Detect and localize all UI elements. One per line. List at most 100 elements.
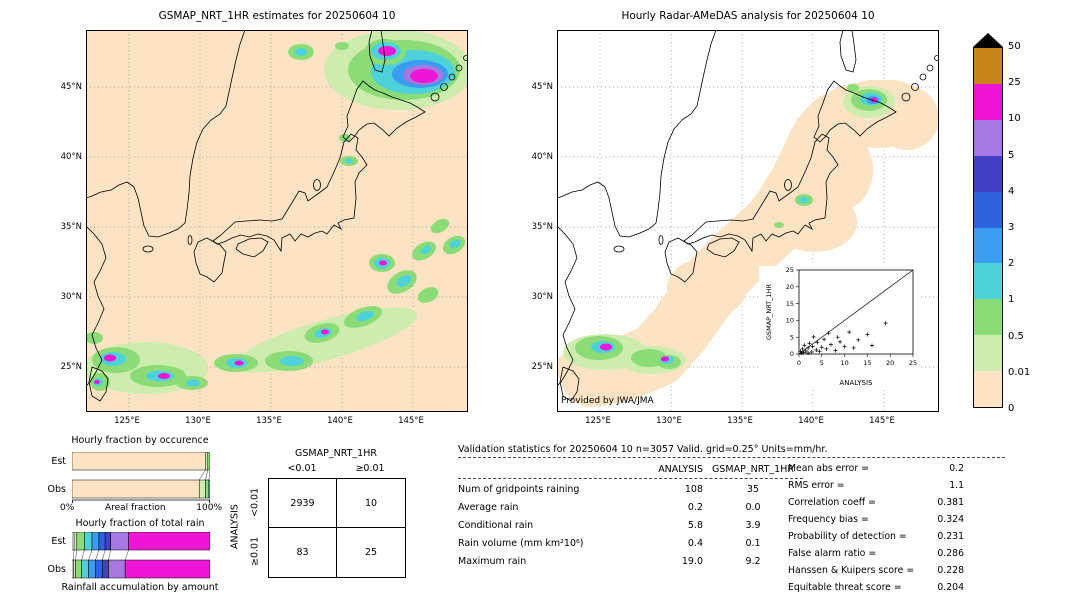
- bar-segment: [104, 532, 111, 551]
- left-map-precipitation: [86, 30, 468, 394]
- score-label: False alarm ratio =: [788, 548, 877, 559]
- colorbar-label: 2: [1008, 258, 1015, 270]
- scatter-point: [806, 350, 811, 355]
- scatter-point: [824, 346, 829, 351]
- lon-tick: 135°E: [256, 416, 282, 426]
- right-map-frame: [557, 30, 939, 412]
- stats-analysis-value: 19.0: [681, 556, 703, 567]
- scatter-point: [865, 332, 870, 337]
- lat-tick: 30°N: [531, 292, 553, 302]
- bar-connector: [102, 549, 106, 561]
- score-row: False alarm ratio = 0.286: [788, 545, 964, 562]
- scatter-point: [826, 331, 831, 336]
- left-map: [86, 30, 468, 412]
- colorbar-label: 25: [1008, 77, 1021, 89]
- occurrence-bars: [72, 452, 210, 503]
- axis-max-label: 100%: [196, 503, 222, 513]
- bar-segment: [205, 452, 209, 471]
- inset-y-tick-label: 20: [786, 283, 794, 291]
- left-map-lat-axis: 45°N 40°N 35°N 30°N 25°N: [44, 82, 82, 372]
- score-value: 0.381: [937, 497, 964, 508]
- inset-x-tick-label: 5: [820, 359, 824, 367]
- lon-tick: 130°E: [185, 416, 211, 426]
- inset-ylabel: GSMAP_NRT_1HR: [765, 283, 773, 340]
- stats-col-header: GSMAP_NRT_1HR: [712, 464, 794, 475]
- inset-y-tick-label: 5: [790, 333, 794, 341]
- right-map-coastlines: [557, 30, 939, 402]
- colorbar-cell: [974, 299, 1002, 336]
- bar-segment: [72, 452, 206, 471]
- bar-segment: [128, 532, 210, 551]
- credit-text: Provided by JWA/JMA: [561, 396, 654, 406]
- bar-connector: [205, 469, 208, 481]
- stats-row-label: Conditional rain: [458, 520, 534, 531]
- lon-tick: 130°E: [656, 416, 682, 426]
- score-value: 0.231: [937, 531, 964, 542]
- bar-segment: [73, 532, 78, 551]
- scatter-point: [814, 347, 819, 352]
- stats-gsmap-value: 0.1: [745, 538, 761, 549]
- colorbar-cell: [974, 155, 1002, 192]
- scatter-point: [817, 349, 822, 354]
- colorbar-cell: [974, 83, 1002, 120]
- colorbar-label: 0.5: [1008, 330, 1024, 342]
- bar-segment: [98, 532, 106, 551]
- bar-segment: [95, 559, 103, 579]
- contingency-col-header: <0.01: [287, 463, 317, 474]
- bar-segment: [75, 559, 82, 579]
- scatter-point: [801, 350, 806, 355]
- score-row: Probability of detection = 0.231: [788, 528, 964, 545]
- stats-analysis-value: 108: [684, 484, 703, 495]
- colorbar-label: 0.01: [1008, 366, 1031, 378]
- left-map-lon-axis: 125°E 130°E 135°E 140°E 145°E: [107, 416, 431, 426]
- inset-x-tick-label: 10: [840, 359, 848, 367]
- colorbar-cells: [973, 47, 1003, 408]
- lon-tick: 135°E: [727, 416, 753, 426]
- lon-tick: 140°E: [798, 416, 824, 426]
- scatter-point: [815, 340, 820, 345]
- left-map-frame: [86, 30, 468, 412]
- score-value: 1.1: [949, 480, 964, 491]
- colorbar-labels: 50 25 10 5 4 3 2 1 0.5 0.01 0: [1008, 41, 1030, 414]
- scatter-point: [828, 342, 833, 347]
- colorbar-label: 50: [1008, 41, 1021, 52]
- colorbar-label: 3: [1008, 221, 1015, 233]
- axis-min-label: 0%: [60, 503, 75, 513]
- scatter-point: [838, 339, 843, 344]
- score-row: Frequency bias = 0.324: [788, 511, 964, 528]
- stats-header-spacer: [458, 460, 643, 478]
- colorbar-label: 4: [1008, 185, 1015, 197]
- contingency-col-header: ≥0.01: [355, 463, 385, 474]
- bar-connector: [124, 549, 129, 561]
- left-map-title: GSMAP_NRT_1HR estimates for 20250604 10: [158, 10, 396, 22]
- lon-tick: 125°E: [114, 416, 140, 426]
- scatter-point: [856, 337, 861, 342]
- total-rain-obs-label: Obs: [47, 564, 66, 575]
- stats-gsmap-value: 3.9: [745, 520, 761, 531]
- scatter-point: [842, 344, 847, 349]
- lat-tick: 30°N: [60, 292, 82, 302]
- scatter-point: [799, 351, 804, 356]
- lon-tick: 125°E: [585, 416, 611, 426]
- bar-segment: [108, 559, 126, 579]
- stats-gsmap-value: 9.2: [745, 556, 761, 567]
- contingency-cell: 25: [364, 547, 378, 558]
- score-row: Hanssen & Kuipers score = 0.228: [788, 562, 964, 579]
- stats-gsmap-value: 35: [746, 484, 760, 495]
- divider: [458, 457, 1005, 458]
- contingency-cell: 10: [337, 479, 405, 528]
- contingency-row-header: ≥0.01: [249, 536, 261, 567]
- scatter-point: [807, 341, 812, 346]
- lat-tick: 25°N: [531, 362, 553, 372]
- inset-diagonal: [798, 269, 914, 355]
- bar-connector: [199, 469, 206, 481]
- right-map-lat-axis: 45°N 40°N 35°N 30°N 25°N: [515, 82, 553, 372]
- score-label: Hanssen & Kuipers score =: [788, 565, 915, 576]
- score-value: 0.204: [937, 582, 964, 593]
- bar-connector: [108, 549, 111, 561]
- colorbar-label: 10: [1008, 113, 1021, 125]
- colorbar-cell: [974, 191, 1002, 228]
- inset-x-tick-label: 15: [863, 359, 871, 367]
- contingency-col-headers: <0.01 ≥0.01: [268, 463, 404, 474]
- contingency-cell: 83: [269, 528, 337, 577]
